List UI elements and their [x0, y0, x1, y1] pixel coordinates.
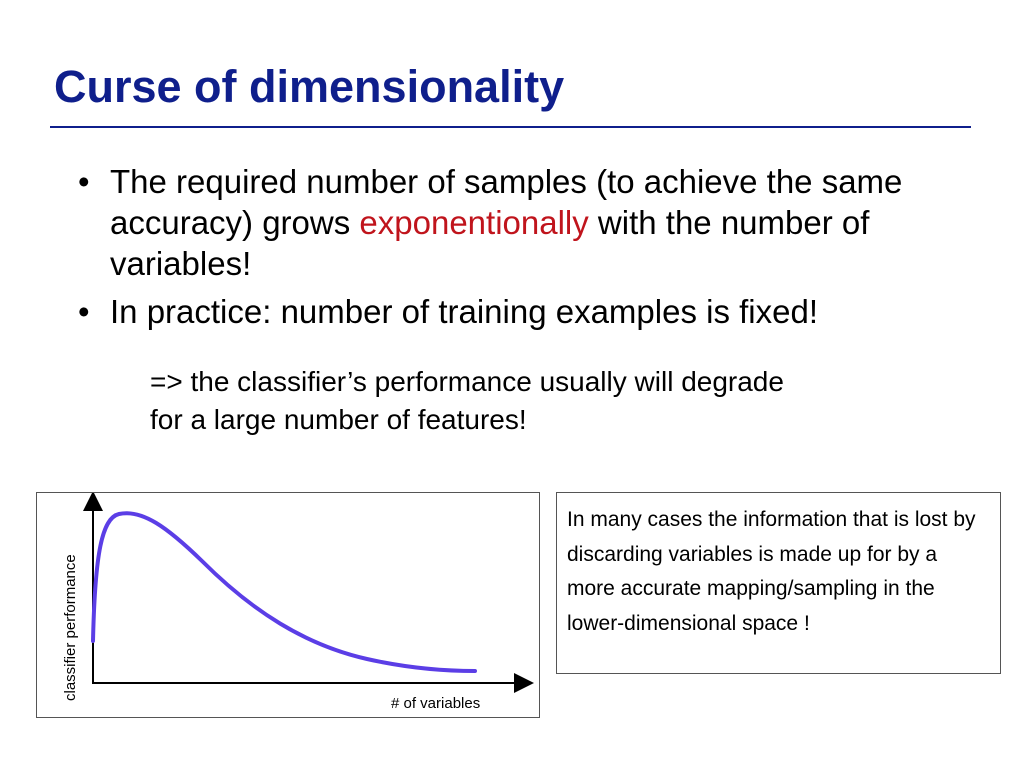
consequence-line-2: for a large number of features! [150, 404, 527, 435]
bullet-text-after: with the number of variables! [110, 204, 870, 282]
performance-figure: classifier performance # of variables [36, 492, 540, 718]
y-axis-label: classifier performance [62, 554, 79, 701]
title-underline [50, 126, 971, 128]
bullet-item-practice: • In practice: number of training example… [78, 291, 998, 332]
performance-curve-graphic: classifier performance # of variables [62, 493, 534, 712]
bullet-text-before: The required number of samples (to achie… [110, 163, 903, 241]
bullet-text: In practice: number of training examples… [110, 293, 819, 330]
bullet-list: • The required number of samples (to achi… [78, 161, 998, 339]
emphasis-word: exponentionally [359, 204, 589, 241]
bullet-marker: • [78, 163, 90, 200]
consequence-text: => the classifier’s performance usually … [150, 363, 1000, 439]
slide-title: Curse of dimensionality [54, 61, 565, 112]
consequence-line-1: => the classifier’s performance usually … [150, 366, 784, 397]
note-box: In many cases the information that is lo… [556, 492, 1001, 674]
performance-curve [91, 511, 477, 673]
x-axis-label: # of variables [391, 695, 480, 712]
note-text: In many cases the information that is lo… [567, 508, 976, 635]
bullet-marker: • [78, 293, 90, 330]
bullet-item-samples: • The required number of samples (to achi… [78, 161, 998, 284]
